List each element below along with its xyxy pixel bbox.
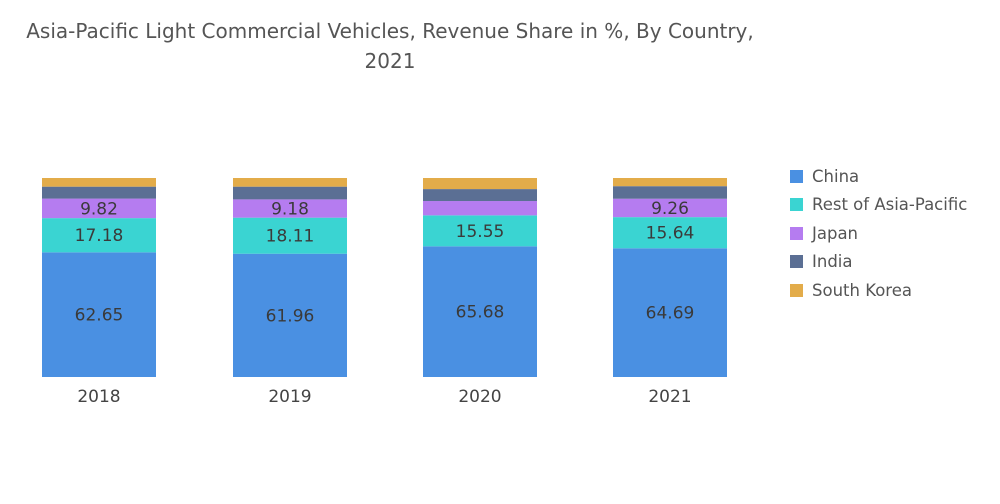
data-label: 61.96 <box>266 306 315 326</box>
legend-swatch <box>790 226 803 240</box>
bar-segment-india-2021 <box>613 186 727 199</box>
data-label: 15.55 <box>456 222 505 242</box>
legend-item: India <box>790 248 967 277</box>
legend-label: India <box>812 252 853 272</box>
data-label: 9.18 <box>271 200 309 220</box>
legend-label: South Korea <box>812 280 912 300</box>
bar-segment-india-2020 <box>423 189 537 202</box>
bar-segment-rest-of-asia-pacific-2021 <box>613 217 727 249</box>
bar-segment-south-korea-2021 <box>613 178 727 187</box>
legend-label: China <box>812 166 860 186</box>
legend-swatch <box>790 255 803 269</box>
bars-layer <box>42 178 727 377</box>
legend-label: Rest of Asia-Pacific <box>812 195 968 215</box>
legend-swatch <box>790 169 803 183</box>
x-axis-tick-labels: 2018 2019 2020 2021 <box>77 387 691 407</box>
bar-segment-south-korea-2020 <box>423 178 537 190</box>
bar-segment-south-korea-2018 <box>42 178 156 187</box>
bar-segment-china-2019 <box>233 253 347 377</box>
bar-segment-china-2018 <box>42 252 156 377</box>
legend-label: Japan <box>812 223 859 243</box>
data-label: 15.64 <box>646 224 695 244</box>
data-label: 9.26 <box>651 199 689 219</box>
bar-segment-china-2020 <box>423 246 537 377</box>
bar-segment-south-korea-2019 <box>233 178 347 187</box>
data-label: 9.82 <box>80 199 118 219</box>
bar-segment-japan-2020 <box>423 201 537 216</box>
legend-item: Rest of Asia-Pacific <box>790 191 967 220</box>
x-tick-label: 2019 <box>268 387 311 407</box>
x-tick-label: 2021 <box>648 387 691 407</box>
data-label: 65.68 <box>456 303 505 323</box>
x-tick-label: 2020 <box>458 387 501 407</box>
bar-segment-rest-of-asia-pacific-2019 <box>233 217 347 254</box>
legend-item: Japan <box>790 219 967 248</box>
bar-segment-rest-of-asia-pacific-2018 <box>42 218 156 253</box>
data-label: 17.18 <box>75 226 124 246</box>
legend-item: South Korea <box>790 276 967 305</box>
legend-swatch <box>790 283 803 297</box>
x-tick-label: 2018 <box>77 387 120 407</box>
chart-title: Asia-Pacific Light Commercial Vehicles, … <box>26 19 754 73</box>
bar-segment-japan-2018 <box>42 198 156 219</box>
data-label: 62.65 <box>75 306 124 326</box>
data-labels-layer: 62.65 17.18 9.82 61.96 18.11 9.18 65.68 15.55 64… <box>75 199 695 326</box>
bar-segment-china-2021 <box>613 248 727 377</box>
bar-segment-india-2018 <box>42 186 156 199</box>
bar-segment-rest-of-asia-pacific-2020 <box>423 215 537 247</box>
bar-segment-japan-2021 <box>613 198 727 218</box>
bar-segment-india-2019 <box>233 186 347 200</box>
legend-item: China <box>790 162 967 191</box>
legend-swatch <box>790 198 803 212</box>
legend: China Rest of Asia-Pacific Japan India South… <box>790 162 967 305</box>
data-label: 18.11 <box>266 227 315 247</box>
data-label: 64.69 <box>646 304 695 324</box>
bar-segment-japan-2019 <box>233 199 347 218</box>
